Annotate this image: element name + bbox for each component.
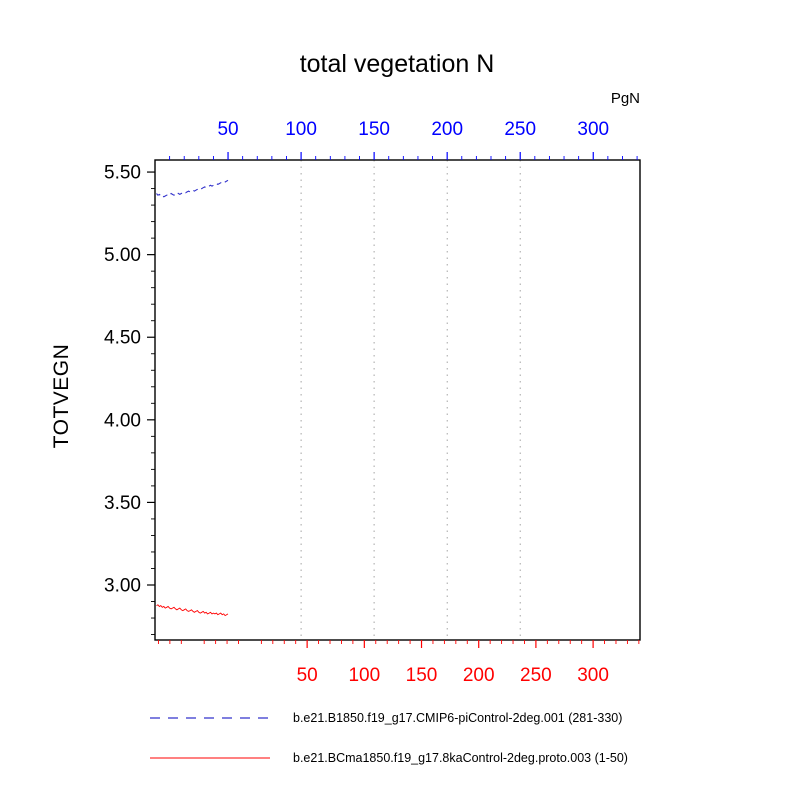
bottom-axis-tick-label: 300: [577, 665, 609, 686]
top-axis-tick-label: 100: [285, 119, 317, 140]
legend-line-solid-icon: [150, 757, 270, 759]
bottom-axis-tick-label: 200: [463, 665, 495, 686]
bottom-axis-tick-label: 250: [520, 665, 552, 686]
bottom-axis-tick-label: 100: [348, 665, 380, 686]
top-axis-tick-label: 50: [217, 119, 238, 140]
series-line-0: [156, 179, 229, 198]
legend-item-picontrol: b.e21.B1850.f19_g17.CMIP6-piControl-2deg…: [148, 711, 622, 725]
left-axis-tick-label: 5.50: [104, 163, 141, 184]
left-axis-tick-label: 3.00: [104, 575, 141, 596]
legend-label-8kacontrol: b.e21.BCma1850.f19_g17.8kaControl-2deg.p…: [293, 751, 628, 765]
left-axis-tick-label: 5.00: [104, 245, 141, 266]
left-axis-tick-label: 4.50: [104, 328, 141, 349]
left-axis-tick-label: 3.50: [104, 493, 141, 514]
units-label: PgN: [610, 90, 640, 107]
top-axis-tick-label: 150: [358, 119, 390, 140]
legend-item-8kacontrol: b.e21.BCma1850.f19_g17.8kaControl-2deg.p…: [148, 751, 628, 765]
bottom-axis-tick-label: 150: [406, 665, 438, 686]
legend-label-picontrol: b.e21.B1850.f19_g17.CMIP6-piControl-2deg…: [293, 711, 623, 725]
series-line-1: [156, 604, 229, 617]
left-axis-tick-label: 4.00: [104, 410, 141, 431]
legend-line-dashed-icon: [150, 717, 270, 719]
chart-title: total vegetation N: [299, 50, 495, 78]
top-axis-tick-label: 250: [504, 119, 536, 140]
top-axis-tick-label: 300: [577, 119, 609, 140]
top-axis-tick-label: 200: [431, 119, 463, 140]
bottom-axis-tick-label: 50: [297, 665, 318, 686]
plot-frame: [154, 159, 641, 641]
